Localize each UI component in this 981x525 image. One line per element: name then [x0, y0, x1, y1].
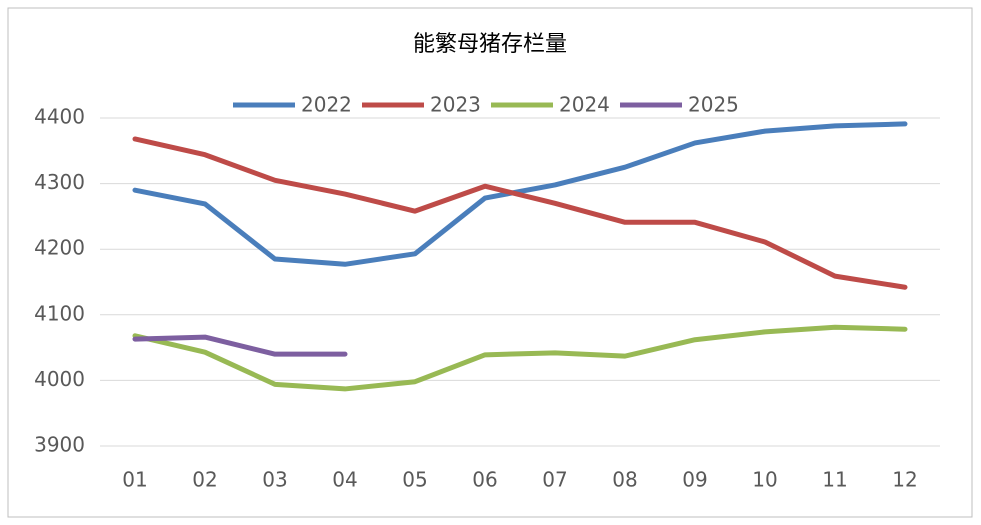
x-tick-label: 05: [402, 468, 427, 492]
y-tick-label: 4000: [34, 367, 85, 391]
y-tick-label: 4200: [34, 236, 85, 260]
x-tick-label: 11: [822, 468, 847, 492]
y-tick-label: 4400: [34, 105, 85, 129]
y-tick-label: 3900: [34, 433, 85, 457]
y-tick-label: 4300: [34, 170, 85, 194]
x-tick-label: 03: [262, 468, 287, 492]
x-tick-label: 07: [542, 468, 567, 492]
legend-label: 2025: [688, 93, 739, 117]
x-tick-label: 09: [682, 468, 707, 492]
x-tick-label: 06: [472, 468, 497, 492]
x-tick-label: 02: [192, 468, 217, 492]
x-tick-label: 12: [892, 468, 917, 492]
series-line: [132, 121, 908, 267]
legend-label: 2024: [559, 93, 610, 117]
x-tick-label: 10: [752, 468, 777, 492]
y-tick-label: 4100: [34, 301, 85, 325]
chart-frame: [7, 7, 973, 518]
x-tick-label: 08: [612, 468, 637, 492]
series-line: [132, 334, 348, 357]
x-tick-label: 01: [122, 468, 147, 492]
series-line: [132, 324, 908, 392]
x-tick-label: 04: [332, 468, 357, 492]
legend-label: 2022: [301, 93, 352, 117]
legend-label: 2023: [430, 93, 481, 117]
chart-title: 能繁母猪存栏量: [413, 32, 567, 57]
series-line: [132, 136, 908, 290]
